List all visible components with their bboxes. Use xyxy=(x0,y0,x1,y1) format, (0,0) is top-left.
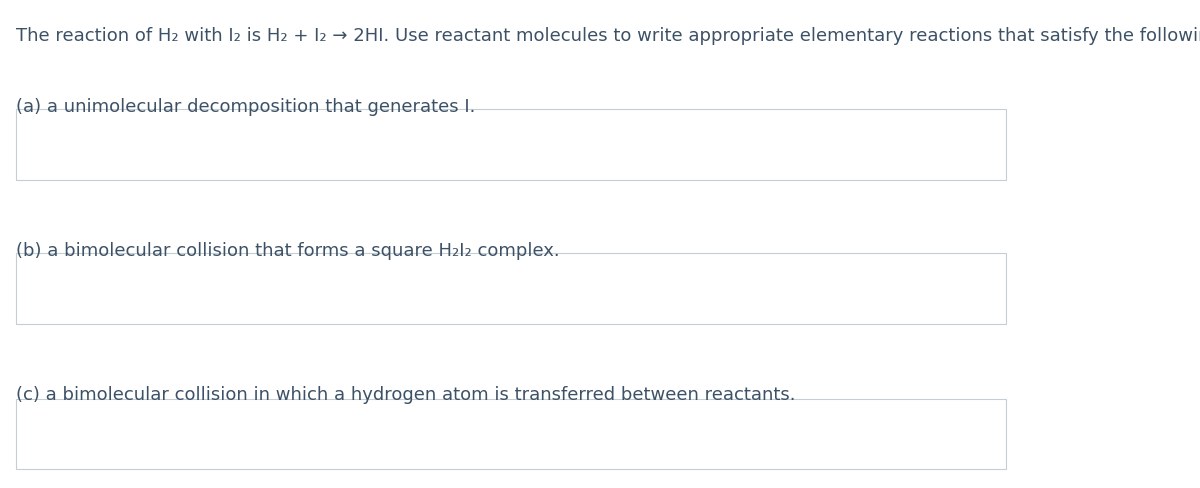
Text: (a) a unimolecular decomposition that generates I.: (a) a unimolecular decomposition that ge… xyxy=(16,98,475,116)
Text: (b) a bimolecular collision that forms a square H₂I₂ complex.: (b) a bimolecular collision that forms a… xyxy=(16,242,559,260)
FancyBboxPatch shape xyxy=(16,399,1006,469)
Text: (c) a bimolecular collision in which a hydrogen atom is transferred between reac: (c) a bimolecular collision in which a h… xyxy=(16,386,796,404)
Text: The reaction of H₂ with I₂ is H₂ + I₂ → 2HI. Use reactant molecules to write app: The reaction of H₂ with I₂ is H₂ + I₂ → … xyxy=(16,27,1200,45)
FancyBboxPatch shape xyxy=(16,110,1006,181)
FancyBboxPatch shape xyxy=(16,254,1006,325)
